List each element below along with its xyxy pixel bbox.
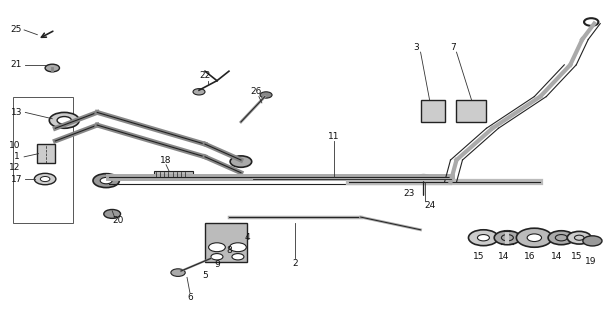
Circle shape — [211, 253, 223, 260]
Circle shape — [527, 234, 541, 242]
Circle shape — [45, 64, 60, 72]
Text: 22: 22 — [200, 71, 210, 80]
Text: 12: 12 — [9, 164, 21, 172]
Text: 25: 25 — [11, 25, 22, 35]
Circle shape — [49, 112, 79, 128]
Circle shape — [567, 231, 591, 244]
Text: 17: 17 — [11, 174, 22, 184]
Circle shape — [415, 175, 432, 183]
Circle shape — [34, 173, 56, 185]
Circle shape — [57, 116, 71, 124]
Text: 4: 4 — [244, 233, 250, 242]
Text: 14: 14 — [497, 252, 509, 261]
Circle shape — [171, 269, 185, 276]
Text: 19: 19 — [585, 257, 596, 266]
Text: 16: 16 — [524, 252, 535, 261]
Text: 6: 6 — [187, 293, 193, 302]
Circle shape — [548, 231, 575, 245]
Text: 3: 3 — [413, 43, 418, 52]
Circle shape — [478, 235, 490, 241]
Text: 20: 20 — [113, 216, 124, 225]
Text: 23: 23 — [403, 189, 414, 198]
Text: 2: 2 — [292, 259, 298, 268]
Text: 13: 13 — [11, 108, 22, 117]
Text: 10: 10 — [9, 141, 21, 150]
Circle shape — [583, 236, 602, 246]
Circle shape — [469, 230, 499, 246]
Text: 18: 18 — [160, 156, 172, 164]
Circle shape — [230, 156, 251, 167]
Circle shape — [100, 178, 112, 184]
FancyBboxPatch shape — [154, 171, 193, 179]
Text: 1: 1 — [13, 152, 19, 161]
Circle shape — [494, 231, 520, 245]
Text: 21: 21 — [11, 60, 22, 69]
Text: 11: 11 — [328, 132, 339, 141]
Text: 7: 7 — [450, 43, 456, 52]
Text: 15: 15 — [570, 252, 582, 261]
FancyBboxPatch shape — [456, 100, 487, 122]
Text: 26: 26 — [250, 87, 262, 96]
Text: 5: 5 — [202, 271, 208, 280]
Circle shape — [209, 243, 226, 252]
Circle shape — [232, 253, 244, 260]
FancyBboxPatch shape — [420, 100, 444, 122]
Text: 15: 15 — [473, 252, 484, 261]
Text: 14: 14 — [551, 252, 563, 261]
Circle shape — [260, 92, 272, 98]
Text: 9: 9 — [214, 260, 220, 269]
Circle shape — [193, 89, 205, 95]
FancyBboxPatch shape — [205, 223, 247, 261]
Circle shape — [230, 243, 246, 252]
Circle shape — [516, 228, 552, 247]
FancyBboxPatch shape — [37, 144, 55, 163]
Text: 24: 24 — [424, 202, 435, 211]
Text: 8: 8 — [226, 246, 232, 255]
Circle shape — [93, 174, 119, 188]
Circle shape — [40, 177, 50, 181]
Circle shape — [104, 210, 121, 218]
